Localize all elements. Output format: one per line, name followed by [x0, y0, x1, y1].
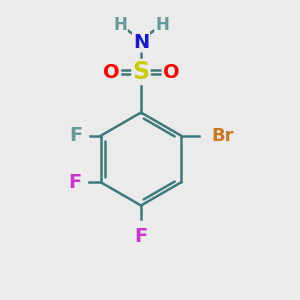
Text: H: H — [113, 16, 127, 34]
Text: H: H — [155, 16, 169, 34]
Text: F: F — [134, 226, 148, 245]
Text: O: O — [103, 62, 119, 82]
Text: N: N — [133, 32, 149, 52]
Text: S: S — [132, 60, 150, 84]
Text: F: F — [68, 173, 81, 192]
Text: F: F — [70, 126, 83, 145]
Text: Br: Br — [211, 127, 234, 145]
Text: O: O — [163, 62, 179, 82]
